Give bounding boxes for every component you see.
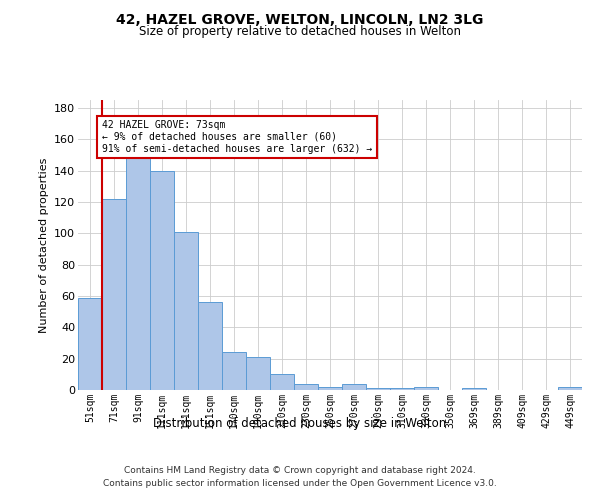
Bar — [198, 302, 222, 390]
Bar — [462, 388, 486, 390]
Bar — [270, 374, 294, 390]
Bar — [222, 352, 246, 390]
Bar — [342, 384, 366, 390]
Bar — [78, 298, 102, 390]
Bar — [102, 199, 126, 390]
Text: Contains public sector information licensed under the Open Government Licence v3: Contains public sector information licen… — [103, 479, 497, 488]
Bar — [246, 357, 270, 390]
Text: 42 HAZEL GROVE: 73sqm
← 9% of detached houses are smaller (60)
91% of semi-detac: 42 HAZEL GROVE: 73sqm ← 9% of detached h… — [102, 120, 372, 154]
Bar — [294, 384, 318, 390]
Text: 42, HAZEL GROVE, WELTON, LINCOLN, LN2 3LG: 42, HAZEL GROVE, WELTON, LINCOLN, LN2 3L… — [116, 12, 484, 26]
Bar — [126, 154, 150, 390]
Bar — [414, 387, 438, 390]
Bar — [318, 387, 342, 390]
Bar — [366, 388, 390, 390]
Text: Distribution of detached houses by size in Welton: Distribution of detached houses by size … — [154, 418, 446, 430]
Bar — [558, 387, 582, 390]
Bar — [174, 232, 198, 390]
Bar — [150, 170, 174, 390]
Text: Size of property relative to detached houses in Welton: Size of property relative to detached ho… — [139, 25, 461, 38]
Y-axis label: Number of detached properties: Number of detached properties — [38, 158, 49, 332]
Text: Contains HM Land Registry data © Crown copyright and database right 2024.: Contains HM Land Registry data © Crown c… — [124, 466, 476, 475]
Bar — [390, 388, 414, 390]
